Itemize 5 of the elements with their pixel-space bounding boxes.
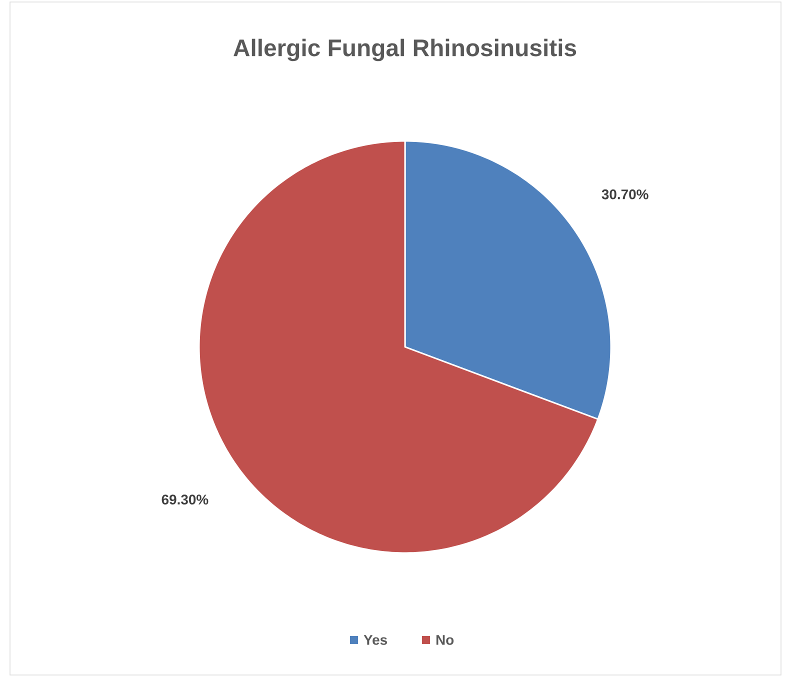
legend-label: No [436, 635, 454, 645]
data-label: 30.70% [602, 189, 648, 200]
legend-label: Yes [364, 635, 388, 645]
chart-title: Allergic Fungal Rhinosinusitis [234, 38, 576, 62]
data-label: 69.30% [162, 494, 208, 505]
